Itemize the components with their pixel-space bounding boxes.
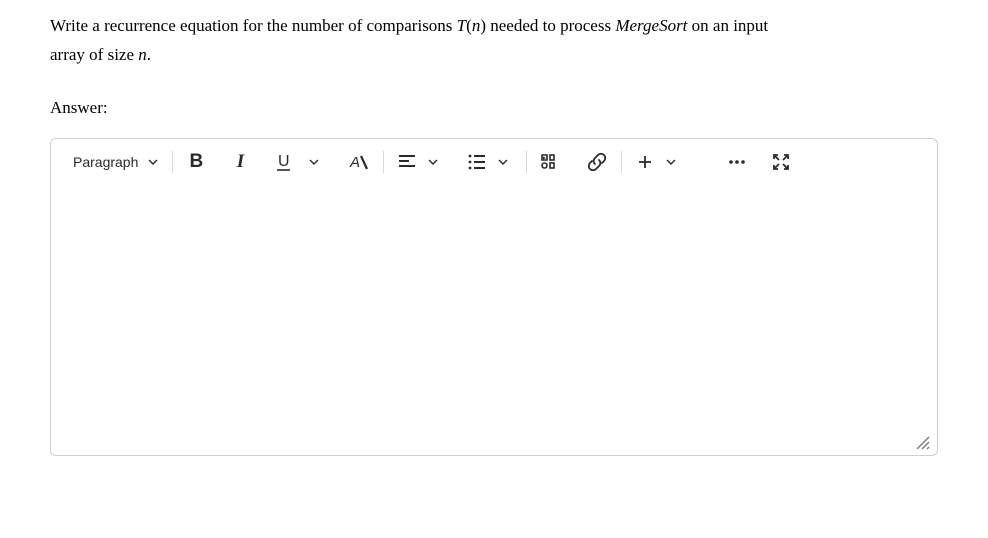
q-nvar2: n bbox=[138, 45, 147, 64]
insert-button[interactable] bbox=[632, 149, 658, 175]
q-period: . bbox=[147, 45, 151, 64]
svg-text:A: A bbox=[349, 154, 360, 171]
align-dropdown[interactable] bbox=[420, 149, 446, 175]
underline-button[interactable]: U bbox=[271, 149, 301, 175]
list-dropdown[interactable] bbox=[490, 149, 516, 175]
paragraph-style-select[interactable]: Paragraph bbox=[69, 152, 162, 172]
toolbar-separator bbox=[621, 151, 622, 173]
toolbar-separator bbox=[172, 151, 173, 173]
italic-button[interactable]: I bbox=[227, 149, 253, 175]
q-part: Write a recurrence equation for the numb… bbox=[50, 16, 457, 35]
answer-label: Answer: bbox=[50, 98, 938, 118]
align-button[interactable] bbox=[394, 149, 420, 175]
list-button[interactable] bbox=[464, 149, 490, 175]
q-mid: needed to process bbox=[486, 16, 615, 35]
link-button[interactable] bbox=[583, 149, 611, 175]
toolbar-separator bbox=[383, 151, 384, 173]
media-button[interactable] bbox=[537, 149, 565, 175]
q-algo: MergeSort bbox=[615, 16, 687, 35]
paragraph-style-label: Paragraph bbox=[73, 154, 138, 170]
editor-toolbar: Paragraph B I U bbox=[51, 139, 937, 183]
insert-dropdown[interactable] bbox=[658, 149, 684, 175]
fullscreen-button[interactable] bbox=[768, 149, 794, 175]
rich-text-editor: Paragraph B I U bbox=[50, 138, 938, 456]
more-button[interactable] bbox=[724, 149, 750, 175]
underline-dropdown[interactable] bbox=[301, 149, 327, 175]
q-tn: T bbox=[457, 16, 466, 35]
q-suf2: array of size bbox=[50, 45, 138, 64]
chevron-down-icon bbox=[148, 159, 158, 165]
svg-text:U: U bbox=[278, 153, 290, 170]
q-suf1: on an input bbox=[687, 16, 768, 35]
resize-handle[interactable] bbox=[913, 433, 931, 451]
question-text: Write a recurrence equation for the numb… bbox=[50, 12, 938, 70]
toolbar-separator bbox=[526, 151, 527, 173]
clear-formatting-button[interactable]: A bbox=[345, 149, 373, 175]
editor-content[interactable] bbox=[51, 187, 937, 455]
bold-button[interactable]: B bbox=[183, 149, 209, 175]
